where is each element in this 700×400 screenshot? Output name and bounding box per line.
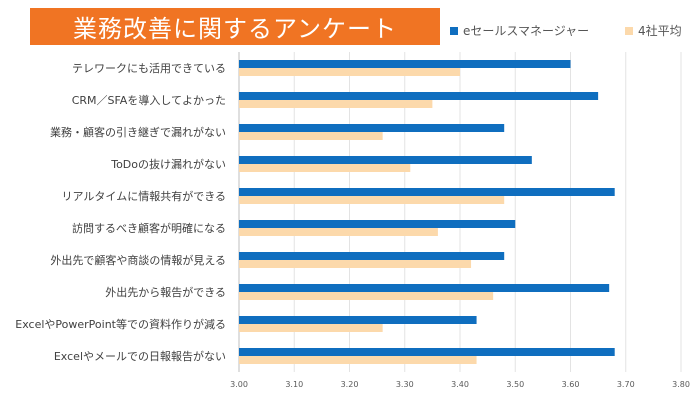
legend-swatch-series-2 [625,26,633,35]
bar-series-1 [239,316,477,324]
category-label: ExcelやPowerPoint等での資料作りが減る [15,317,226,331]
category-label: 外出先で顧客や商談の情報が見える [50,253,226,267]
category-label: ToDoの抜け漏れがない [110,157,226,171]
bar-series-2 [239,260,472,268]
bar-series-1 [239,92,599,100]
bar-series-1 [239,284,610,292]
bar-series-2 [239,164,411,172]
x-tick-label: 3.10 [285,380,303,389]
x-tick-label: 3.70 [617,380,635,389]
legend-swatch-series-1 [450,26,458,35]
bar-series-1 [239,124,505,132]
legend-label-series-1: eセールスマネージャー [463,24,590,38]
category-label: リアルタイムに情報共有ができる [62,189,226,203]
category-label: 訪問するべき顧客が明確になる [72,221,226,235]
bar-series-1 [239,348,615,356]
x-tick-label: 3.80 [672,380,690,389]
x-tick-label: 3.60 [562,380,580,389]
title-banner: 業務改善に関するアンケート [30,8,440,45]
x-tick-label: 3.30 [396,380,414,389]
x-tick-label: 3.40 [451,380,469,389]
bar-series-2 [239,132,383,140]
x-tick-label: 3.50 [506,380,524,389]
bar-series-2 [239,324,383,332]
bar-series-2 [239,68,460,76]
x-tick-label: 3.20 [341,380,359,389]
category-label: Excelやメールでの日報報告がない [54,349,226,363]
bar-series-1 [239,60,571,68]
bar-series-1 [239,252,505,260]
bar-series-1 [239,220,516,228]
category-label: 業務・顧客の引き継ぎで漏れがない [50,125,226,139]
x-tick-label: 3.00 [230,380,248,389]
bar-series-2 [239,292,494,300]
chart-title: 業務改善に関するアンケート [72,15,398,43]
category-label: テレワークにも活用できている [72,62,226,75]
bar-series-2 [239,196,505,204]
bar-series-2 [239,228,438,236]
bar-series-2 [239,100,433,108]
legend-label-series-2: 4社平均 [638,24,682,38]
bar-series-1 [239,188,615,196]
category-label: 外出先から報告ができる [105,285,226,299]
bar-series-2 [239,356,477,364]
legend-item-series-2: 4社平均 [625,22,682,39]
legend-item-series-1: eセールスマネージャー [450,22,589,39]
category-label: CRM／SFAを導入してよかった [72,93,226,107]
bar-series-1 [239,156,532,164]
